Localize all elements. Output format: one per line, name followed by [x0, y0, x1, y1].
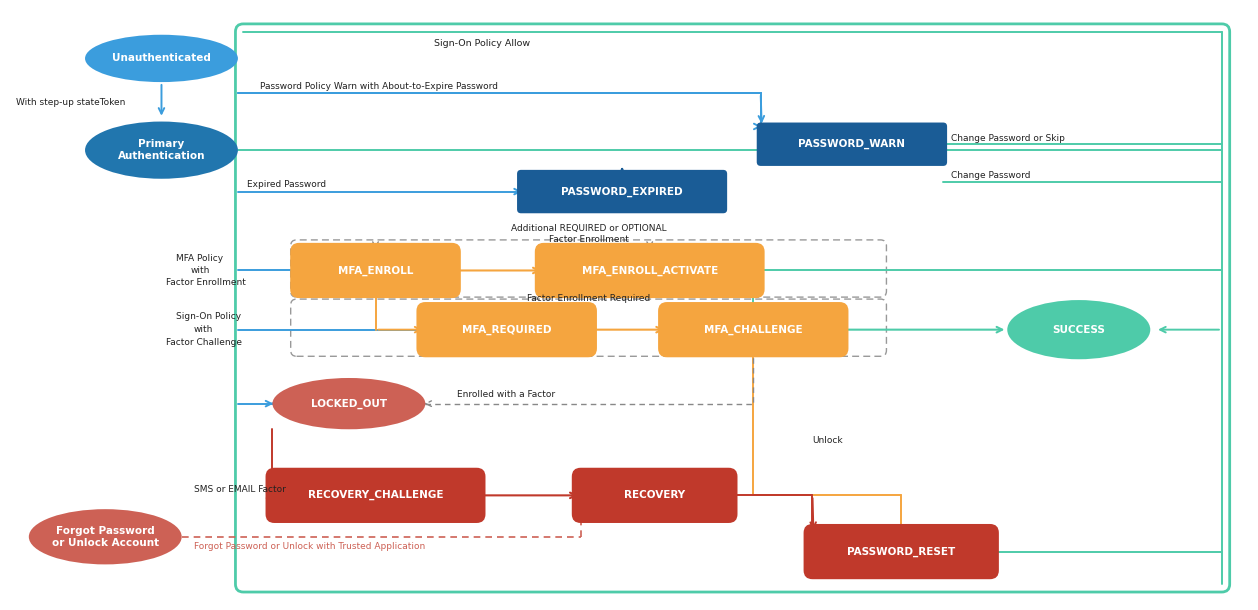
Text: Unauthenticated: Unauthenticated: [112, 54, 211, 63]
Text: Password Policy Warn with About-to-Expire Password: Password Policy Warn with About-to-Expir…: [260, 82, 498, 90]
Text: Primary
Authentication: Primary Authentication: [118, 139, 205, 161]
Text: Factor Enrollment Required: Factor Enrollment Required: [527, 293, 650, 303]
Text: Factor Challenge: Factor Challenge: [166, 338, 243, 347]
Text: Sign-On Policy Allow: Sign-On Policy Allow: [434, 39, 530, 48]
Text: Forgot Password
or Unlock Account: Forgot Password or Unlock Account: [52, 526, 159, 548]
Text: RECOVERY: RECOVERY: [624, 490, 686, 500]
Text: Additional REQUIRED or OPTIONAL
Factor Enrollment: Additional REQUIRED or OPTIONAL Factor E…: [511, 224, 667, 243]
FancyBboxPatch shape: [535, 243, 765, 298]
FancyBboxPatch shape: [757, 123, 947, 166]
Ellipse shape: [86, 121, 238, 179]
Text: Factor Enrollment: Factor Enrollment: [166, 278, 247, 287]
Text: Forgot Password or Unlock with Trusted Application: Forgot Password or Unlock with Trusted A…: [194, 542, 425, 551]
Text: MFA Policy: MFA Policy: [176, 254, 224, 263]
FancyBboxPatch shape: [572, 468, 737, 523]
Text: MFA_REQUIRED: MFA_REQUIRED: [462, 325, 551, 335]
Ellipse shape: [1008, 300, 1150, 359]
Text: with: with: [191, 266, 210, 275]
Text: SUCCESS: SUCCESS: [1053, 325, 1106, 335]
Text: MFA_ENROLL_ACTIVATE: MFA_ENROLL_ACTIVATE: [581, 265, 718, 276]
Text: PASSWORD_RESET: PASSWORD_RESET: [847, 547, 955, 557]
Text: PASSWORD_WARN: PASSWORD_WARN: [799, 139, 906, 149]
Text: RECOVERY_CHALLENGE: RECOVERY_CHALLENGE: [308, 490, 443, 500]
FancyBboxPatch shape: [517, 170, 727, 214]
Text: LOCKED_OUT: LOCKED_OUT: [311, 398, 387, 409]
Text: PASSWORD_EXPIRED: PASSWORD_EXPIRED: [561, 187, 683, 196]
Text: Change Password or Skip: Change Password or Skip: [951, 134, 1066, 143]
Text: SMS or EMAIL Factor: SMS or EMAIL Factor: [194, 485, 286, 494]
Text: with: with: [194, 325, 214, 334]
Text: Change Password: Change Password: [951, 171, 1030, 181]
Ellipse shape: [29, 509, 181, 564]
Text: Unlock: Unlock: [813, 436, 843, 445]
Ellipse shape: [273, 378, 425, 429]
Text: MFA_ENROLL: MFA_ENROLL: [338, 265, 413, 276]
Text: Sign-On Policy: Sign-On Policy: [176, 312, 242, 321]
Text: Expired Password: Expired Password: [248, 180, 326, 189]
Text: Enrolled with a Factor: Enrolled with a Factor: [458, 390, 556, 400]
FancyBboxPatch shape: [658, 302, 848, 357]
FancyBboxPatch shape: [804, 524, 999, 580]
Text: With step-up stateToken: With step-up stateToken: [16, 98, 126, 107]
FancyBboxPatch shape: [265, 468, 486, 523]
Text: MFA_CHALLENGE: MFA_CHALLENGE: [704, 325, 803, 335]
Ellipse shape: [86, 35, 238, 82]
FancyBboxPatch shape: [291, 243, 460, 298]
FancyBboxPatch shape: [416, 302, 598, 357]
